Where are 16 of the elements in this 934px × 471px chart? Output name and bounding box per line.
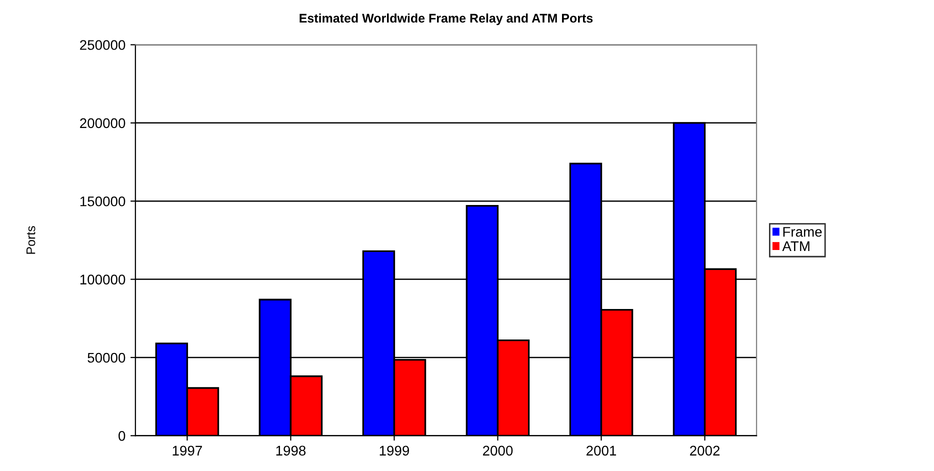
y-tick-label: 200000	[80, 118, 126, 128]
legend-label: Frame	[783, 227, 822, 237]
x-tick-label: 1999	[380, 446, 410, 456]
x-tick-label: 1998	[276, 446, 306, 456]
y-tick-label: 100000	[80, 274, 126, 284]
y-tick-label: 50000	[88, 352, 126, 363]
y-tick-label: 0	[118, 431, 126, 441]
x-tick-label: 2002	[690, 446, 720, 456]
chart-title: Estimated Worldwide Frame Relay and ATM Ports	[300, 13, 593, 26]
legend-label: ATM	[782, 241, 810, 251]
y-tick-label: 150000	[80, 196, 126, 206]
y-tick-label: 250000	[80, 40, 126, 50]
y-axis-title: Ports	[26, 226, 36, 254]
x-tick-label: 1997	[172, 446, 202, 456]
x-tick-label: 2001	[586, 446, 616, 456]
x-tick-label: 2000	[482, 446, 513, 456]
